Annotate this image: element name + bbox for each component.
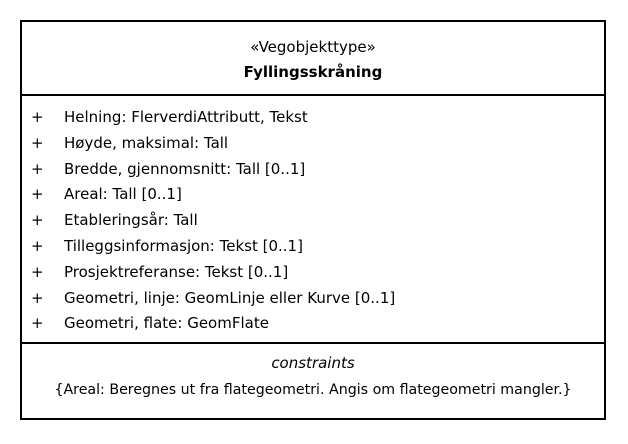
attribute-text: Prosjektreferanse: Tekst [0..1] <box>64 262 289 281</box>
class-stereotype: «Vegobjekttype» <box>250 38 376 56</box>
visibility-marker: + <box>31 159 44 178</box>
visibility-marker: + <box>31 108 44 126</box>
uml-class-box: «Vegobjekttype» Fyllingsskråning + Helni… <box>20 20 606 420</box>
visibility-marker: + <box>31 288 44 307</box>
class-name: Fyllingsskråning <box>243 63 383 81</box>
attribute-compartment: + Helning: FlerverdiAttributt, Tekst + H… <box>22 96 604 344</box>
visibility-marker: + <box>31 133 44 152</box>
attribute-text: Etableringsår: Tall <box>64 211 198 230</box>
class-header: «Vegobjekttype» Fyllingsskråning <box>22 22 604 96</box>
attribute-text: Høyde, maksimal: Tall <box>64 133 229 152</box>
attribute-text: Geometri, flate: GeomFlate <box>64 314 269 333</box>
constraints-compartment: constraints {Areal: Beregnes ut fra flat… <box>22 344 604 418</box>
attribute-text: Areal: Tall [0..1] <box>64 185 182 204</box>
visibility-marker: + <box>31 211 44 230</box>
attribute-text: Geometri, linje: GeomLinje eller Kurve [… <box>64 288 396 307</box>
constraint-text: {Areal: Beregnes ut fra flategeometri. A… <box>54 382 572 398</box>
attribute-text: Tilleggsinformasjon: Tekst [0..1] <box>64 236 303 255</box>
visibility-marker: + <box>31 236 44 255</box>
constraints-title: constraints <box>271 354 355 372</box>
visibility-marker: + <box>31 262 44 281</box>
visibility-marker: + <box>31 314 44 333</box>
visibility-marker: + <box>31 185 44 204</box>
attribute-text: Bredde, gjennomsnitt: Tall [0..1] <box>64 159 306 178</box>
attribute-text: Helning: FlerverdiAttributt, Tekst <box>64 108 308 126</box>
